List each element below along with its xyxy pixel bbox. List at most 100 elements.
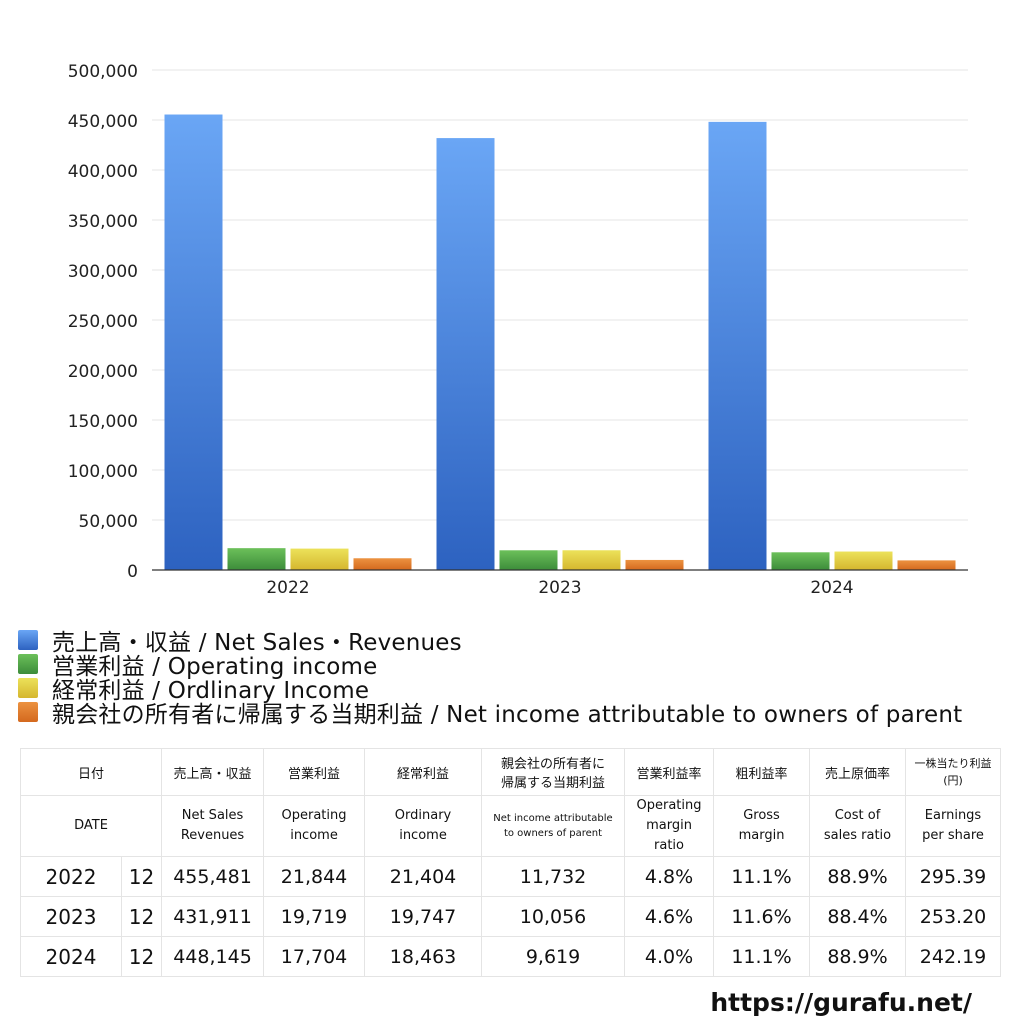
- y-tick-label: 250,000: [68, 312, 138, 332]
- header-ordinary-income-jp: 経常利益: [364, 748, 483, 796]
- bar-2024-series-1: [771, 552, 830, 570]
- cell-net-income: 9,619: [481, 936, 626, 977]
- legend-label: 親会社の所有者に帰属する当期利益 / Net income attributab…: [52, 702, 963, 728]
- cell-year: 2023: [20, 896, 122, 937]
- header-eps-jp: 一株当たり利益 (円): [905, 748, 1002, 796]
- header-line: Operating: [281, 808, 347, 823]
- header-line: Earnings: [924, 808, 982, 823]
- y-tick-label: 300,000: [68, 262, 138, 282]
- cell-year: 2022: [20, 856, 122, 897]
- financial-table: 日付 売上高・収益 営業利益 経常利益 親会社の所有者に 帰属する当期利益 営業…: [19, 748, 1002, 977]
- header-line: margin: [738, 828, 785, 843]
- header-net-income-jp-line1: 親会社の所有者に: [501, 757, 606, 772]
- legend-swatch: [18, 678, 38, 698]
- header-line: income: [399, 828, 447, 843]
- legend-item-operating-income: 営業利益 / Operating income: [18, 652, 962, 680]
- x-tick-label: 2023: [538, 578, 581, 598]
- y-tick-label: 200,000: [68, 362, 138, 382]
- header-line: to owners of parent: [503, 828, 603, 839]
- cell-net-sales: 455,481: [161, 856, 265, 897]
- header-cost-ratio-jp: 売上原価率: [809, 748, 907, 796]
- bar-2023-series-2: [562, 550, 621, 570]
- cell-operating-income: 17,704: [263, 936, 366, 977]
- header-operating-income-jp: 営業利益: [263, 748, 366, 796]
- cell-ordinary-income: 19,747: [364, 896, 483, 937]
- cell-operating-margin: 4.0%: [624, 936, 715, 977]
- y-tick-label: 350,000: [68, 212, 138, 232]
- header-net-sales-jp: 売上高・収益: [161, 748, 265, 796]
- header-eps-jp-line1: 一株当たり利益: [914, 757, 992, 770]
- header-line: Net Sales: [181, 808, 244, 823]
- y-tick-label: 150,000: [68, 412, 138, 432]
- site-url-link[interactable]: https://gurafu.net/: [710, 988, 972, 1017]
- header-line: Operating: [636, 798, 702, 813]
- header-net-income-en: Net income attributable to owners of par…: [481, 795, 626, 857]
- header-line: per share: [922, 828, 984, 843]
- header-net-sales-en: Net Sales Revenues: [161, 795, 265, 857]
- bar-2022-series-3: [353, 558, 412, 570]
- cell-gross-margin: 11.1%: [713, 936, 811, 977]
- cell-operating-margin: 4.8%: [624, 856, 715, 897]
- header-line: income: [290, 828, 338, 843]
- cell-month: 12: [120, 936, 163, 977]
- cell-cost-ratio: 88.9%: [809, 936, 907, 977]
- cell-cost-ratio: 88.4%: [809, 896, 907, 937]
- cell-operating-margin: 4.6%: [624, 896, 715, 937]
- cell-eps: 253.20: [905, 896, 1002, 937]
- cell-month: 12: [120, 856, 163, 897]
- header-date-en: DATE: [19, 795, 163, 857]
- header-gross-margin-en: Gross margin: [713, 795, 811, 857]
- header-date-jp: 日付: [19, 748, 163, 796]
- header-line: sales ratio: [823, 828, 892, 843]
- y-tick-label: 450,000: [68, 112, 138, 132]
- header-line: Ordinary: [394, 808, 452, 823]
- bar-2024-series-3: [897, 560, 956, 570]
- cell-operating-income: 21,844: [263, 856, 366, 897]
- y-tick-label: 0: [127, 562, 138, 582]
- cell-gross-margin: 11.1%: [713, 856, 811, 897]
- cell-net-sales: 431,911: [161, 896, 265, 937]
- bar-2022-series-1: [227, 548, 286, 570]
- header-line: Gross: [743, 808, 780, 823]
- header-eps-en: Earnings per share: [905, 795, 1002, 857]
- cell-ordinary-income: 18,463: [364, 936, 483, 977]
- legend-label: 経常利益 / Ordlinary Income: [52, 678, 370, 704]
- header-net-income-jp: 親会社の所有者に 帰属する当期利益: [481, 748, 626, 796]
- cell-eps: 295.39: [905, 856, 1002, 897]
- y-tick-label: 400,000: [68, 162, 138, 182]
- table-row: 2024 12 448,145 17,704 18,463 9,619 4.0%…: [20, 936, 1002, 977]
- header-operating-income-en: Operating income: [263, 795, 366, 857]
- legend-swatch: [18, 702, 38, 722]
- legend-swatch: [18, 654, 38, 674]
- cell-cost-ratio: 88.9%: [809, 856, 907, 897]
- cell-ordinary-income: 21,404: [364, 856, 483, 897]
- legend-label: 売上高・収益 / Net Sales・Revenues: [52, 630, 462, 656]
- header-line: Net income attributable: [493, 813, 613, 824]
- cell-eps: 242.19: [905, 936, 1002, 977]
- cell-gross-margin: 11.6%: [713, 896, 811, 937]
- x-tick-label: 2022: [266, 578, 309, 598]
- y-tick-label: 500,000: [68, 62, 138, 82]
- bar-2024-series-2: [834, 551, 893, 570]
- header-line: ratio: [654, 838, 684, 853]
- header-line: Cost of: [834, 808, 881, 823]
- header-line: Revenues: [180, 828, 245, 843]
- cell-net-sales: 448,145: [161, 936, 265, 977]
- legend-item-net-income: 親会社の所有者に帰属する当期利益 / Net income attributab…: [18, 700, 962, 728]
- bar-2022-series-0: [164, 114, 223, 571]
- header-line: margin: [646, 818, 692, 833]
- legend-item-net-sales: 売上高・収益 / Net Sales・Revenues: [18, 628, 962, 656]
- header-operating-margin-jp: 営業利益率: [624, 748, 715, 796]
- bar-2024-series-0: [708, 121, 767, 570]
- header-eps-jp-line2: (円): [943, 774, 963, 787]
- legend-label: 営業利益 / Operating income: [52, 654, 378, 680]
- y-tick-label: 50,000: [79, 512, 138, 532]
- cell-operating-income: 19,719: [263, 896, 366, 937]
- y-tick-label: 100,000: [68, 462, 138, 482]
- header-cost-ratio-en: Cost of sales ratio: [809, 795, 907, 857]
- bar-2023-series-1: [499, 550, 558, 570]
- bar-2023-series-0: [436, 138, 495, 571]
- table-header-jp: 日付 売上高・収益 営業利益 経常利益 親会社の所有者に 帰属する当期利益 営業…: [19, 748, 1002, 796]
- header-operating-margin-en: Operating margin ratio: [624, 795, 715, 857]
- legend-swatch: [18, 630, 38, 650]
